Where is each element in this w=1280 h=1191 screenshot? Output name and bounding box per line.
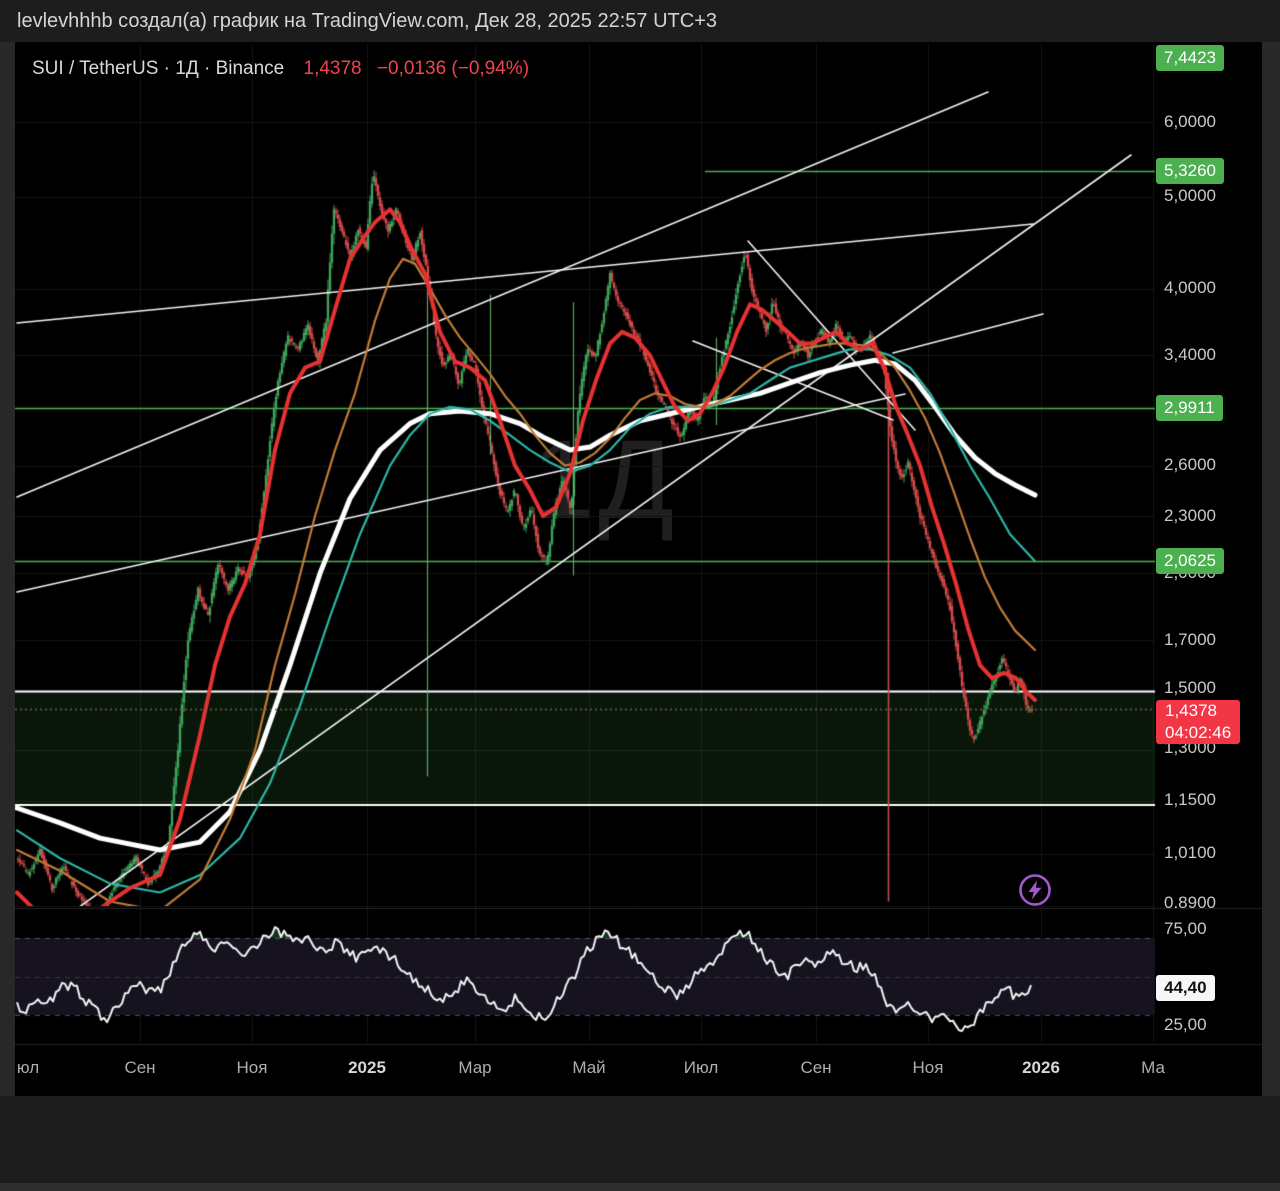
instant-trading-button[interactable] xyxy=(1015,870,1055,910)
footer-bottom-strip xyxy=(0,1183,1280,1191)
lightning-icon xyxy=(1019,874,1051,906)
footer-bar: TradingView xyxy=(0,1096,1280,1183)
price-chart-canvas[interactable] xyxy=(0,0,1280,1100)
